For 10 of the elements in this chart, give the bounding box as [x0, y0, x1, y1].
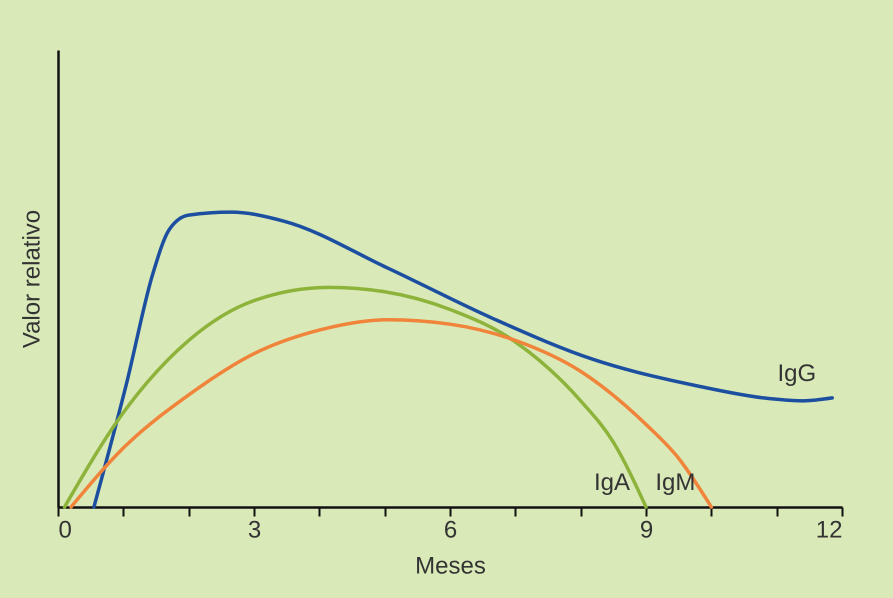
x-tick-label: 6: [444, 516, 458, 544]
x-tick-label: 3: [248, 516, 262, 544]
y-axis-title: Valor relativo: [18, 210, 46, 348]
x-tick-label: 9: [640, 516, 654, 544]
series-label: IgG: [778, 360, 816, 387]
x-axis-title: Meses: [415, 552, 486, 580]
series-label: IgA: [594, 469, 630, 496]
x-tick-label: 0: [58, 516, 72, 544]
x-tick-label: 12: [816, 516, 842, 544]
series-label: IgM: [655, 469, 696, 496]
